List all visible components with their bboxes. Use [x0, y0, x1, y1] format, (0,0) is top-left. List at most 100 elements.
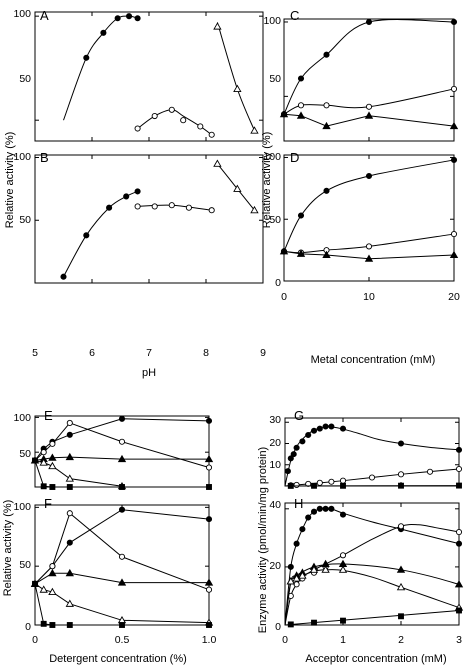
- data-point-h-0-5: [316, 505, 323, 512]
- panel-frame-b: [34, 154, 264, 284]
- tick-label-e-y-100: 100: [13, 412, 31, 424]
- data-point-f-3-3: [65, 599, 74, 607]
- data-point-g-0-3: [293, 444, 300, 451]
- data-point-b-2-2: [250, 205, 259, 214]
- data-point-b-0-0: [60, 273, 67, 280]
- data-point-g-0-7: [316, 425, 323, 432]
- data-point-a-1-0: [134, 125, 141, 132]
- data-point-h-3-0: [286, 577, 295, 585]
- tick-label-acceptor-1: 1: [340, 634, 346, 646]
- tick-label-h-y-0: 0: [275, 621, 281, 633]
- data-point-e-2-2: [48, 453, 57, 461]
- data-point-e-1-3: [66, 419, 73, 427]
- panel-label-c: C: [290, 8, 299, 23]
- data-point-h-2-7: [454, 580, 464, 588]
- data-point-h-1-5: [339, 552, 347, 559]
- x-axis-title-detergent: Detergent concentration (%): [49, 653, 187, 665]
- series-line-f-0: [34, 509, 210, 585]
- tick-label-h-y-40: 40: [269, 499, 281, 511]
- data-point-g-2-0: [287, 482, 294, 489]
- data-point-f-2-3: [117, 578, 127, 586]
- y-axis-title-top-right: Relative activity (%): [261, 132, 273, 229]
- data-point-g-0-10: [339, 425, 347, 432]
- tick-label-g-y-10: 10: [269, 459, 281, 471]
- data-point-c-0-1: [297, 75, 305, 82]
- tick-label-h-y-20: 20: [269, 560, 281, 572]
- data-point-f-2-1: [48, 568, 57, 577]
- tick-label-detergent-0.5: 0.5: [115, 634, 130, 646]
- data-point-a-0-0: [83, 54, 90, 61]
- data-point-h-1-7: [455, 528, 463, 536]
- data-point-h-0-8: [339, 511, 347, 518]
- tick-label-f-y-50: 50: [19, 559, 31, 571]
- data-point-g-0-11: [397, 440, 405, 447]
- data-point-a-1-3: [180, 117, 187, 124]
- data-point-c-1-4: [450, 85, 458, 92]
- tick-label-g-y-30: 30: [269, 414, 281, 426]
- tick-label-c-y-100: 100: [263, 15, 281, 27]
- data-point-d-1-3: [365, 243, 373, 250]
- data-point-h-4-1: [311, 619, 317, 626]
- data-point-e-4-5: [206, 484, 212, 490]
- data-point-c-1-1: [297, 102, 305, 109]
- data-point-g-0-0: [284, 468, 291, 475]
- data-point-b-0-4: [134, 188, 141, 195]
- series-line-c-1: [283, 88, 455, 115]
- data-point-f-4-5: [206, 622, 212, 628]
- data-point-e-3-3: [65, 474, 74, 482]
- data-point-d-2-0: [279, 247, 289, 255]
- data-point-f-4-3: [66, 622, 73, 628]
- data-point-f-3-2: [48, 587, 57, 596]
- data-point-e-3-1: [39, 458, 48, 466]
- data-point-f-2-4: [204, 578, 214, 586]
- tick-label-metal-10: 10: [363, 291, 375, 303]
- data-point-g-1-3: [316, 479, 323, 486]
- plot-layer: [30, 11, 464, 628]
- data-point-e-4-4: [119, 484, 125, 490]
- data-point-a-1-1: [151, 112, 158, 120]
- data-point-h-3-1: [292, 574, 301, 582]
- data-point-e-2-3: [65, 452, 74, 461]
- data-point-h-4-4: [456, 607, 462, 614]
- panel-label-d: D: [290, 150, 299, 165]
- data-point-h-4-0: [287, 621, 294, 628]
- x-axis-title-metal: Metal concentration (mM): [311, 354, 436, 366]
- data-point-f-0-2: [66, 539, 73, 546]
- data-point-b-2-1: [233, 184, 242, 192]
- tick-label-f-y-0: 0: [25, 621, 31, 633]
- data-point-f-1-4: [205, 586, 213, 593]
- tick-label-a-y-50: 50: [19, 73, 31, 85]
- tick-label-ph-6: 6: [89, 347, 95, 359]
- tick-label-metal-0: 0: [281, 291, 287, 303]
- data-point-e-2-4: [117, 454, 127, 463]
- series-line-a-0: [63, 15, 138, 121]
- data-point-g-1-9: [455, 465, 463, 473]
- data-point-b-1-2: [168, 202, 175, 209]
- data-point-a-1-4: [197, 123, 204, 130]
- data-point-d-0-1: [297, 212, 305, 219]
- y-axis-title-bottom-left: Relative activity (%): [2, 500, 14, 597]
- data-point-c-1-2: [323, 102, 330, 109]
- tick-label-d-y-100: 100: [263, 151, 281, 163]
- panel-label-a: A: [40, 8, 49, 23]
- series-line-e-3: [34, 460, 123, 487]
- data-point-e-0-4: [118, 415, 126, 422]
- tick-label-acceptor-2: 2: [398, 634, 404, 646]
- data-point-b-0-1: [83, 232, 90, 239]
- data-point-a-0-4: [134, 15, 141, 22]
- data-point-a-2-1: [233, 84, 242, 92]
- data-point-g-0-9: [328, 423, 335, 430]
- panel-label-f: F: [44, 496, 52, 511]
- data-point-g-2-2: [340, 482, 346, 489]
- tick-label-e-y-50: 50: [19, 448, 31, 460]
- data-point-e-1-1: [40, 449, 47, 456]
- data-point-g-1-2: [305, 480, 312, 487]
- data-point-f-1-1: [49, 563, 56, 570]
- data-point-g-1-8: [426, 468, 434, 475]
- series-line-h-4: [284, 609, 460, 626]
- data-point-b-1-4: [208, 207, 215, 214]
- tick-label-f-y-100: 100: [13, 501, 31, 513]
- data-point-c-2-1: [296, 111, 306, 119]
- tick-label-d-y-50: 50: [269, 214, 281, 226]
